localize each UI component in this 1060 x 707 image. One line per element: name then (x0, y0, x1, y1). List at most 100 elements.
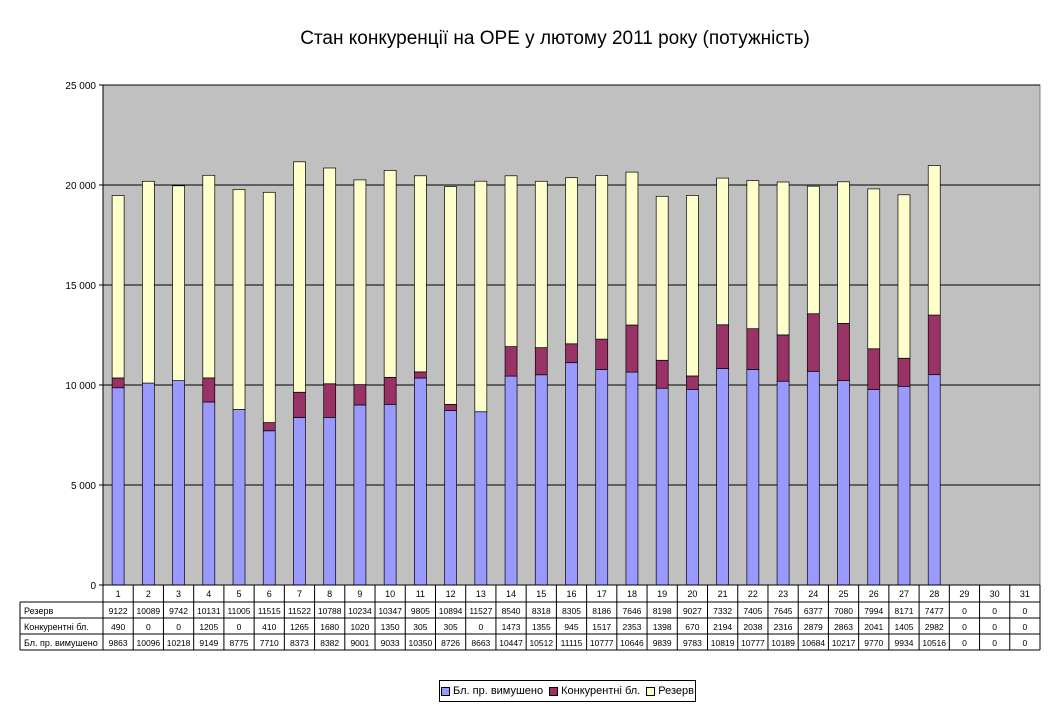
x-tick-label: 11 (416, 589, 425, 599)
legend-swatch (646, 686, 656, 696)
bar-segment (534, 347, 548, 376)
bar-segment (716, 368, 729, 586)
bar-segment (414, 175, 427, 373)
data-label: 8775 (230, 638, 249, 648)
bar-segment (504, 346, 518, 377)
data-label: 7710 (260, 638, 279, 648)
bar-segment (565, 343, 578, 364)
x-tick-label: 12 (446, 589, 456, 599)
bar-segment (353, 179, 367, 385)
data-label: 305 (413, 622, 427, 632)
bar-segment (444, 410, 457, 586)
data-label: 1350 (381, 622, 400, 632)
data-label: 2353 (622, 622, 641, 632)
data-label: 0 (962, 638, 967, 648)
bar-segment (897, 357, 911, 387)
data-label: 0 (992, 606, 997, 616)
x-tick-label: 5 (237, 589, 242, 599)
bar-segment (595, 338, 609, 370)
bar-segment (474, 180, 488, 413)
bar-segment (716, 324, 729, 369)
x-tick-label: 29 (959, 589, 969, 599)
bar-segment (232, 189, 246, 410)
data-label: 2038 (743, 622, 762, 632)
data-label: 410 (262, 622, 276, 632)
legend-label: Резерв (658, 685, 694, 697)
bar-segment (837, 181, 850, 324)
x-tick-label: 17 (597, 589, 607, 599)
bar-segment (716, 177, 729, 326)
data-label: 7080 (834, 606, 853, 616)
data-label: 1265 (290, 622, 309, 632)
data-label: 10350 (409, 638, 433, 648)
data-label: 7646 (622, 606, 641, 616)
bar-segment (383, 403, 397, 586)
data-label: 1517 (592, 622, 611, 632)
bar-segment (776, 380, 790, 586)
bar-segment (534, 180, 548, 349)
data-label: 9839 (653, 638, 672, 648)
bar-segment (897, 385, 911, 586)
data-label: 10347 (378, 606, 402, 616)
data-label: 10684 (801, 638, 825, 648)
data-label: 0 (146, 622, 151, 632)
data-label: 11005 (228, 606, 251, 616)
x-tick-label: 1 (116, 589, 121, 599)
data-label: 10819 (711, 638, 735, 648)
bar-segment (111, 387, 125, 586)
bar-segment (595, 175, 609, 340)
x-tick-label: 4 (206, 589, 211, 599)
data-label: 7405 (743, 606, 762, 616)
bar-segment (111, 377, 125, 389)
data-label: 10777 (741, 638, 765, 648)
bar-segment (686, 375, 699, 390)
bar-segment (202, 401, 216, 586)
bar-segment (202, 377, 216, 403)
data-label: 10189 (771, 638, 795, 648)
bar-segment (927, 374, 941, 586)
data-label: 1473 (502, 622, 521, 632)
data-label: 9033 (381, 638, 400, 648)
data-label: 9783 (683, 638, 702, 648)
data-label: 6377 (804, 606, 823, 616)
data-label: 9122 (109, 606, 128, 616)
legend: Бл. пр. вимушено Конкурентні бл. Резерв (439, 680, 696, 702)
y-tick-label: 20 000 (65, 181, 96, 192)
data-label: 2041 (864, 622, 883, 632)
legend-item: Бл. пр. вимушено (441, 685, 543, 697)
data-label: 1355 (532, 622, 551, 632)
data-label: 1205 (199, 622, 218, 632)
data-label: 2982 (925, 622, 944, 632)
x-tick-label: 16 (566, 589, 576, 599)
data-label: 2863 (834, 622, 853, 632)
bar-segment (141, 382, 155, 586)
bar-segment (353, 404, 367, 586)
x-tick-label: 27 (899, 589, 909, 599)
legend-label: Конкурентні бл. (561, 685, 641, 697)
x-tick-label: 18 (627, 589, 637, 599)
x-tick-label: 10 (385, 589, 395, 599)
data-label: 10512 (529, 638, 553, 648)
data-label: 10096 (137, 638, 161, 648)
data-label: 2316 (774, 622, 793, 632)
y-tick-label: 10 000 (65, 381, 96, 392)
x-tick-label: 2 (146, 589, 151, 599)
x-tick-label: 13 (476, 589, 486, 599)
x-tick-label: 22 (748, 589, 758, 599)
data-label: 0 (992, 622, 997, 632)
bar-segment (444, 404, 457, 411)
data-label: 8726 (441, 638, 460, 648)
data-label: 2194 (713, 622, 732, 632)
y-tick-label: 25 000 (65, 81, 96, 92)
data-label: 10447 (499, 638, 523, 648)
bar-segment (897, 194, 911, 359)
legend-item: Резерв (646, 685, 694, 697)
x-tick-label: 8 (327, 589, 332, 599)
data-label: 0 (478, 622, 483, 632)
data-table: 1 2 3 4 5 6 7 8 9 10 11 12 13 14 15 16 17 18 19 20 21 22 23 24 2… (19, 584, 1041, 651)
data-label: 10131 (197, 606, 221, 616)
data-label: 7645 (774, 606, 793, 616)
bar-segment (837, 323, 850, 382)
bar-segment (293, 391, 306, 418)
bar-segment (293, 161, 306, 393)
